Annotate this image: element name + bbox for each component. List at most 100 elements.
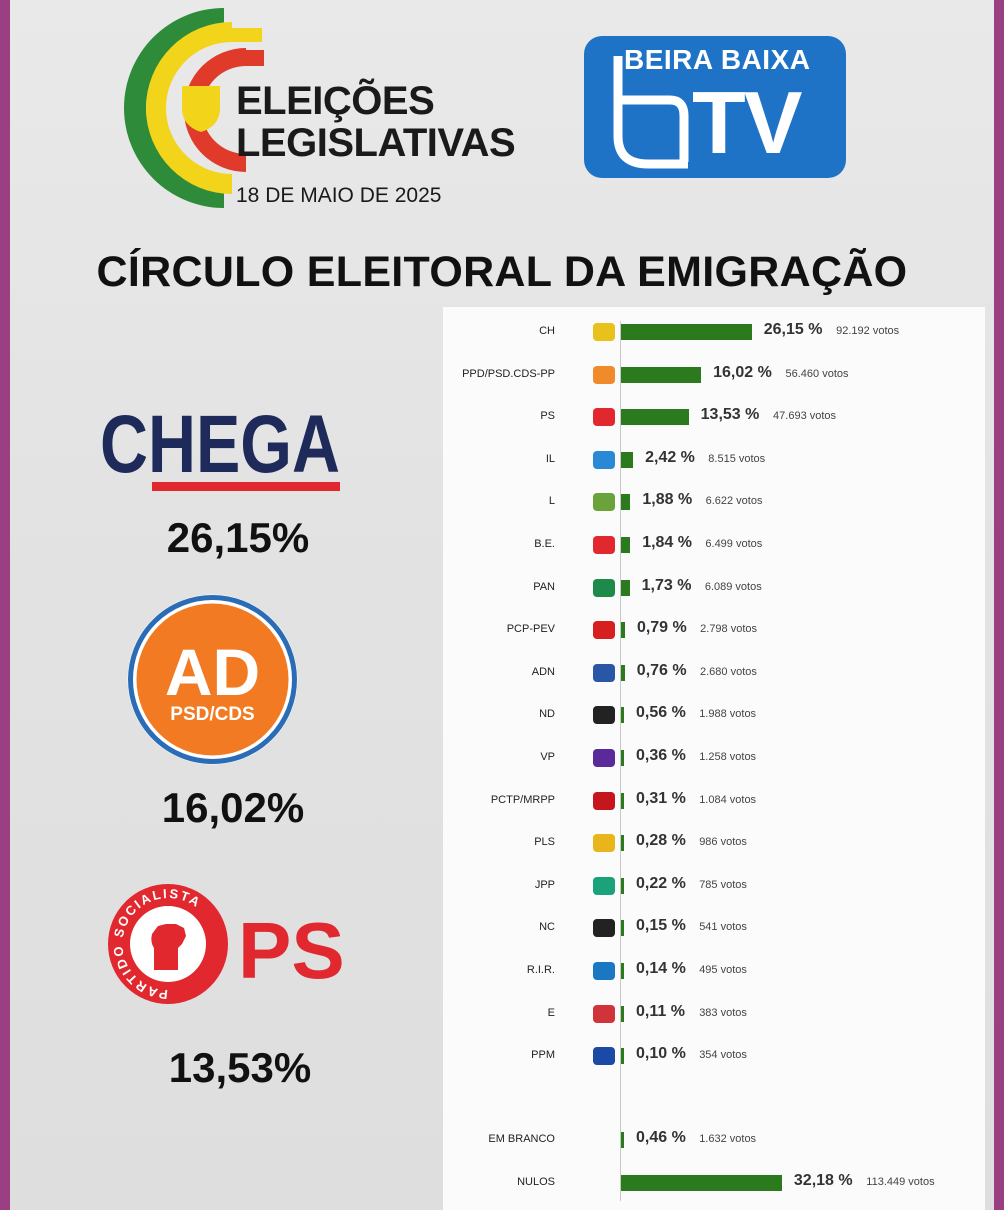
chart-votes-label: 1.988 votos <box>699 708 757 721</box>
party-logo-icon <box>593 876 615 895</box>
chart-row: JPP 0,22 % 785 votos <box>443 871 985 901</box>
chart-value-label: 0,56 % <box>636 704 686 722</box>
chart-value-label: 32,18 % <box>793 1172 853 1189</box>
chart-row: PAN 1,73 % 6.089 votos <box>443 573 985 603</box>
chart-row: PLS 0,28 % 986 votos <box>443 828 985 858</box>
chega-logo-text: CHEGA <box>100 399 340 490</box>
chart-bar <box>621 1005 624 1022</box>
election-date: 18 DE MAIO DE 2025 <box>236 184 442 207</box>
chart-votes-label: 354 votos <box>699 1049 747 1062</box>
chart-row: PCP-PEV 0,79 % 2.798 votos <box>443 615 985 645</box>
chart-votes-label: 6.089 votos <box>704 580 762 593</box>
ad-logo-subtext: PSD/CDS <box>170 704 254 725</box>
chart-category-label: VP <box>540 751 555 763</box>
chart-category-label: ADN <box>531 665 555 678</box>
party-logo-icon <box>593 408 615 427</box>
chart-value-label: 1,84 % <box>642 534 692 551</box>
chart-value-label: 0,31 % <box>636 789 686 807</box>
chart-value-label: 0,76 % <box>636 661 687 679</box>
chart-votes-label: 47.693 votos <box>773 410 837 423</box>
chart-value-label: 0,11 % <box>636 1002 685 1020</box>
chart-value-label: 0,46 % <box>636 1129 686 1146</box>
chart-votes-label: 383 votos <box>699 1006 747 1019</box>
chart-category-label: B.E. <box>534 538 555 550</box>
chart-bar <box>621 366 702 383</box>
chart-row: VP 0,36 % 1.258 votos <box>443 743 985 773</box>
chart-bar <box>621 324 752 340</box>
chart-category-label: NC <box>539 921 555 934</box>
chart-row: PS 13,53 % 47.693 votos <box>443 402 985 432</box>
chart-row: NC 0,15 % 541 votos <box>443 913 985 943</box>
chart-bar <box>621 963 624 979</box>
chart-value-label: 1,73 % <box>641 576 692 594</box>
party-logo-icon <box>593 919 615 938</box>
ad-logo: AD PSD/CDS <box>127 594 298 765</box>
chart-bar <box>621 835 624 852</box>
chart-votes-label: 1.258 votos <box>699 751 757 763</box>
chart-row: IL 2,42 % 8.515 votos <box>443 445 985 475</box>
chart-value-label: 0,28 % <box>636 832 686 850</box>
party-logo-icon <box>593 536 615 554</box>
chart-bar <box>621 622 625 639</box>
chart-row: CH 26,15 % 92.192 votos <box>443 317 985 347</box>
election-title: ELEIÇÕES LEGISLATIVAS <box>236 79 516 165</box>
party-logo-icon <box>593 365 615 384</box>
party-logo-icon <box>593 706 615 725</box>
chart-votes-label: 113.449 votos <box>866 1176 935 1188</box>
election-title-line1: ELEIÇÕES <box>236 79 435 123</box>
chart-bar <box>621 579 630 596</box>
chart-votes-label: 56.460 votos <box>785 367 849 380</box>
chart-row: ND 0,56 % 1.988 votos <box>443 700 985 730</box>
chart-value-label: 0,15 % <box>636 917 686 935</box>
chart-votes-label: 8.515 votos <box>708 452 766 465</box>
chart-category-label: IL <box>545 452 555 465</box>
chart-row: ADN 0,76 % 2.680 votos <box>443 658 985 688</box>
party-logo-icon <box>593 323 615 341</box>
chart-category-label: JPP <box>534 878 555 891</box>
chart-votes-label: 986 votos <box>699 836 747 849</box>
chart-bar <box>621 1175 782 1191</box>
ps-logo-text: PS <box>238 906 345 995</box>
chart-row: PPD/PSD.CDS-PP 16,02 % 56.460 votos <box>443 360 985 390</box>
chart-row: PCTP/MRPP 0,31 % 1.084 votos <box>443 786 985 816</box>
party-logo-icon <box>593 749 615 767</box>
chart-category-label: PPM <box>531 1049 555 1062</box>
chart-value-label: 0,36 % <box>636 747 686 764</box>
election-logo <box>124 8 264 208</box>
chart-votes-label: 1.084 votos <box>699 793 757 806</box>
chart-category-label: PS <box>540 410 555 423</box>
party-logo-icon <box>593 663 615 682</box>
party-logo-icon <box>593 834 615 853</box>
chart-bar <box>621 537 631 553</box>
chart-category-label: PLS <box>534 836 555 849</box>
chart-category-label: R.I.R. <box>526 964 555 976</box>
chart-value-label: 0,22 % <box>636 874 686 892</box>
chart-category-label: PCTP/MRPP <box>490 793 555 806</box>
chart-row: EM BRANCO 0,46 % 1.632 votos <box>443 1125 985 1155</box>
party-logo-icon <box>593 962 615 980</box>
chart-row: E 0,11 % 383 votos <box>443 999 985 1029</box>
chart-votes-label: 1.632 votos <box>699 1133 757 1145</box>
chart-bar <box>621 409 689 426</box>
chart-value-label: 0,79 % <box>636 619 687 637</box>
party-logo-icon <box>593 621 615 640</box>
chart-category-label: PCP-PEV <box>506 623 555 636</box>
chart-votes-label: 495 votos <box>699 964 747 976</box>
chart-bar <box>621 707 624 724</box>
chart-category-label: CH <box>539 325 555 337</box>
chega-percentage: 26,15% <box>166 514 310 561</box>
election-title-line2: LEGISLATIVAS <box>236 121 516 165</box>
chart-bar <box>621 920 624 937</box>
chart-category-label: E <box>547 1006 555 1019</box>
party-logo-icon <box>593 578 615 597</box>
chart-votes-label: 541 votos <box>699 921 747 934</box>
chart-bar <box>621 664 625 681</box>
party-logo-icon <box>593 450 615 469</box>
chart-value-label: 16,02 % <box>713 363 772 381</box>
chart-category-label: PAN <box>533 580 555 593</box>
ps-logo: PARTIDO SOCIALISTA PS <box>108 884 345 1004</box>
chart-row: NULOS 32,18 % 113.449 votos <box>443 1168 985 1198</box>
chart-bar <box>621 1048 624 1065</box>
chart-votes-label: 6.622 votos <box>705 495 763 508</box>
results-chart: CH 26,15 % 92.192 votos PPD/PSD.CDS-PP 16,02… <box>443 307 985 1210</box>
